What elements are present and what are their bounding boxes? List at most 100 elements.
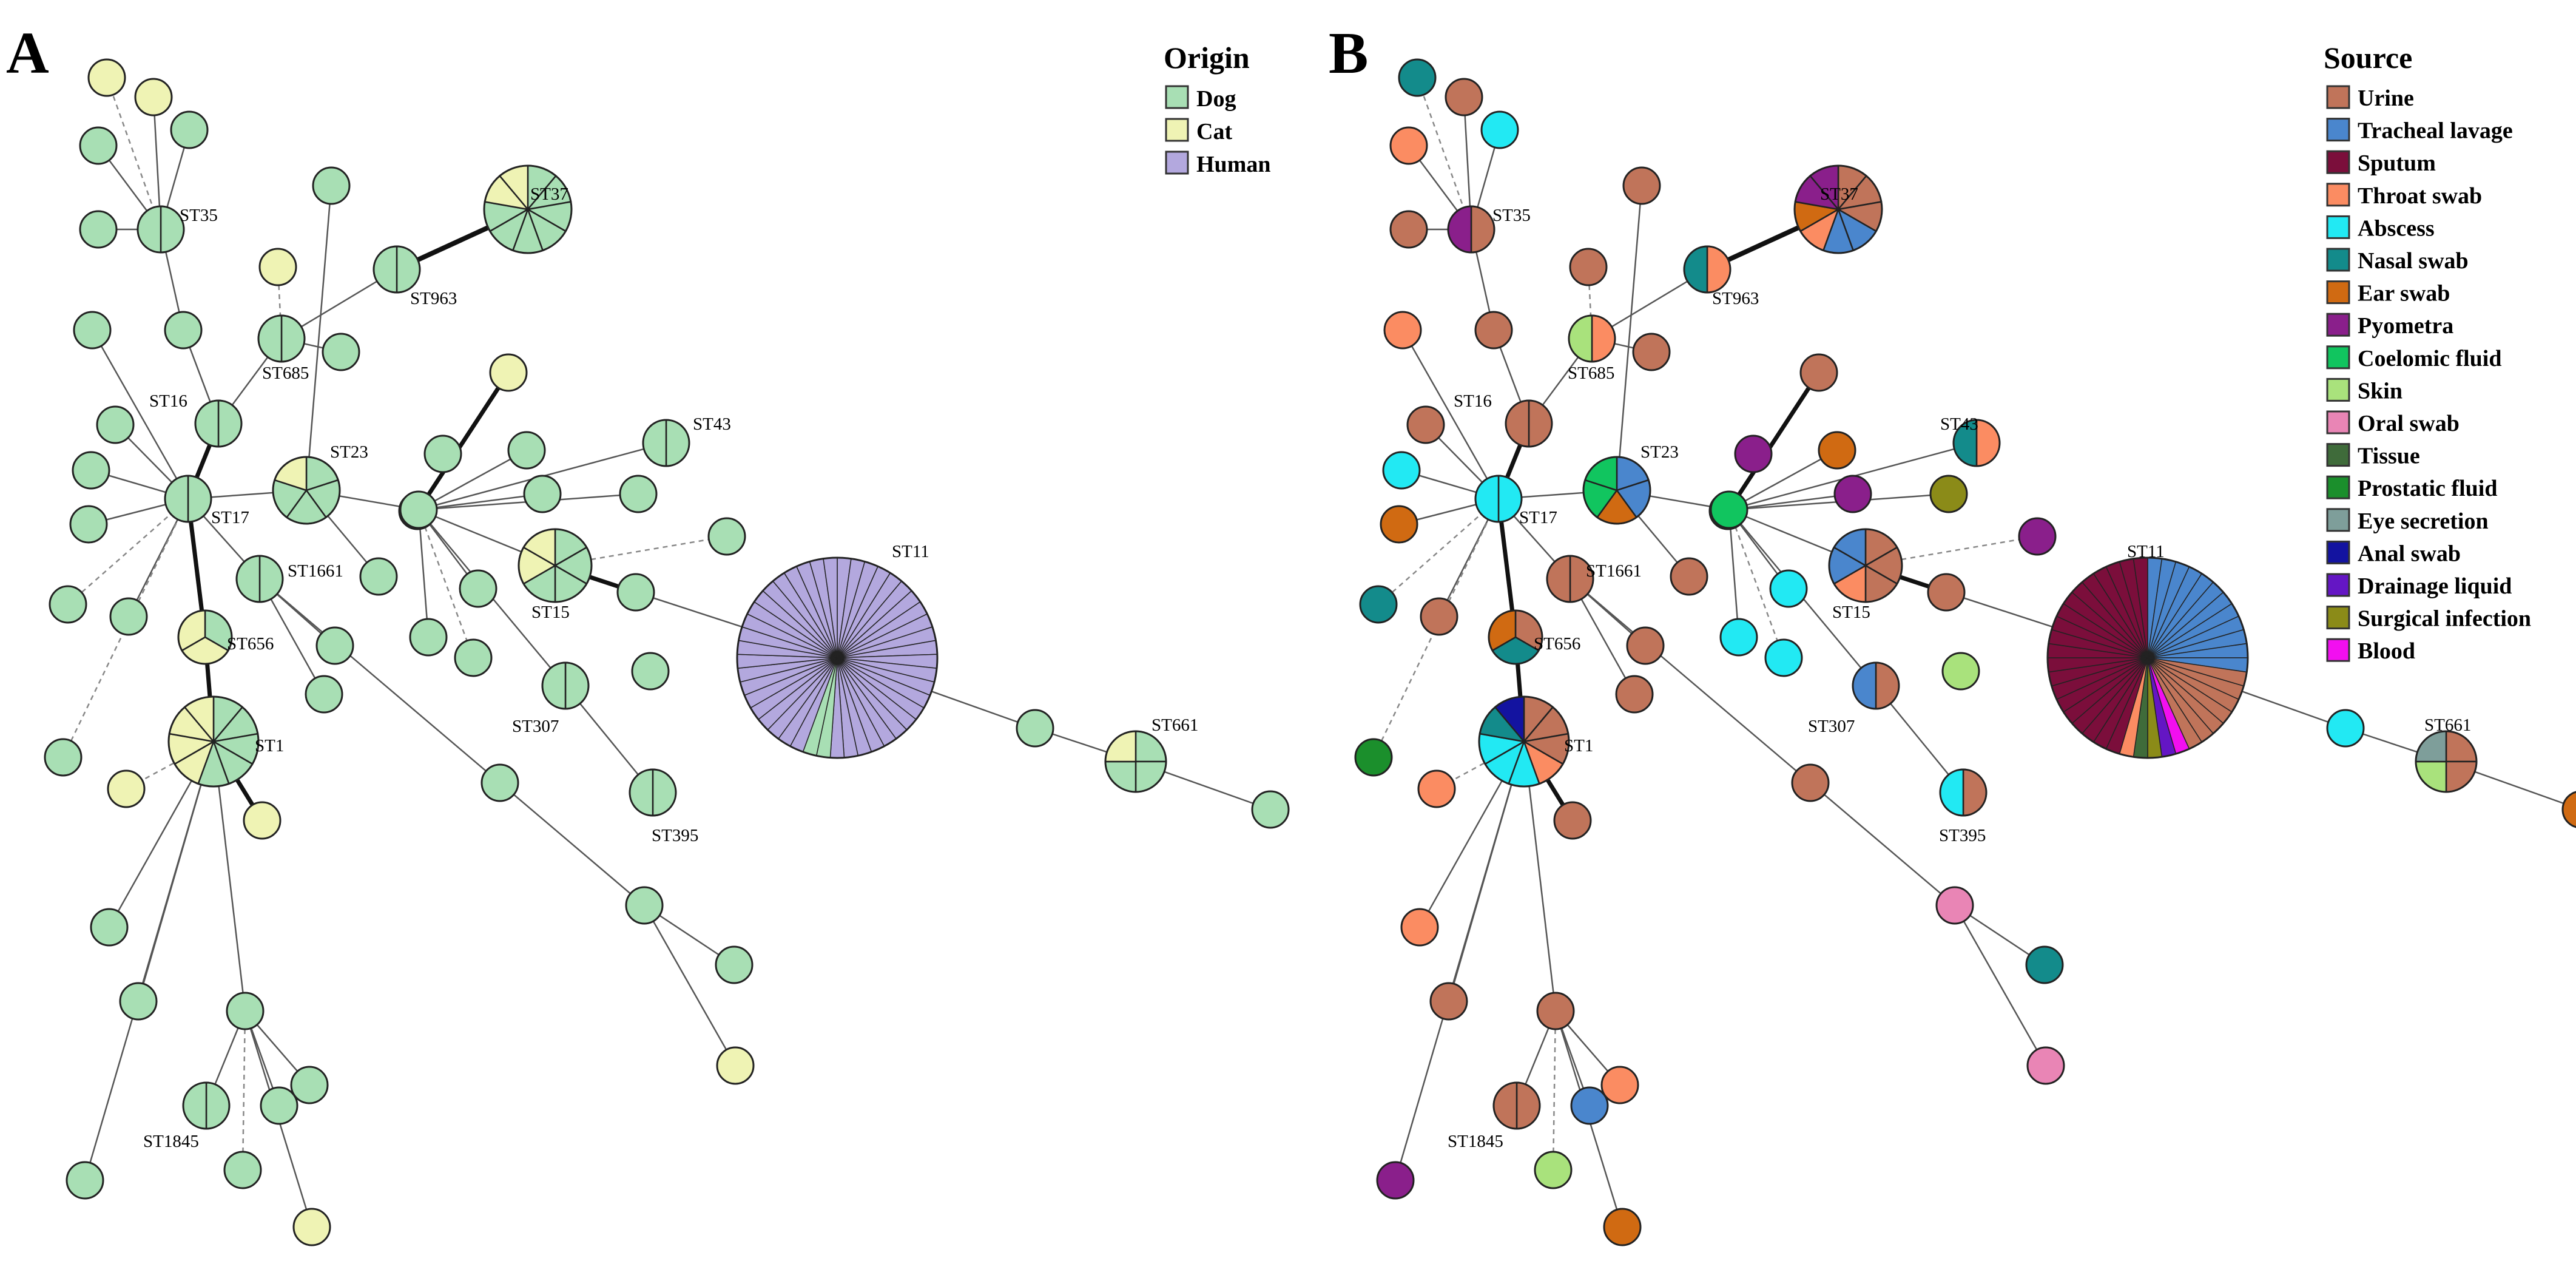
node-a9 [72,451,110,490]
node-slice [616,573,655,612]
node-slice [1941,652,1980,691]
legend-label: Throat swab [2358,183,2482,209]
node-a20 [1600,1066,1639,1104]
legend-label: Human [1196,152,1270,177]
node-slice [194,399,220,448]
node-slice [72,451,110,490]
node-slice [489,353,528,392]
label-st963: ST963 [410,289,457,308]
node-border [272,456,341,525]
label-st15: ST15 [1832,603,1870,622]
node-slice [182,1081,207,1130]
node-a4 [1389,126,1428,165]
node-a2 [1445,78,1483,117]
node-st1845 [1492,1081,1541,1130]
legend-swatch [2326,313,2350,337]
node-slice [1626,626,1665,665]
node-border [1568,314,1616,363]
node-a12 [1420,597,1458,636]
node-slice [1764,638,1803,677]
node-st11 [2046,556,2249,759]
node-slice [1354,738,1393,777]
legend-label: Prostatic fluid [2358,476,2497,501]
node-a10 [69,505,108,544]
node-a34 [1929,475,1968,513]
node-border [483,164,573,254]
node-border [257,314,306,363]
legend-swatch [2326,540,2350,564]
node-a23 [1569,248,1608,286]
node-slice [258,248,297,286]
node-hubA [1710,490,1748,529]
node-slice [454,638,493,677]
mst-edge [418,449,527,511]
label-st43: ST43 [1940,414,1978,434]
legend-swatch [2326,638,2350,662]
node-slice [90,908,129,947]
node-slice [1534,1151,1573,1189]
node-border [1478,695,1570,788]
node-slice [2326,709,2365,748]
node-st37 [1793,164,1883,254]
node-a12 [109,597,148,636]
node-a25 [322,333,360,371]
mst-edge [1954,905,2047,1066]
legend-source-title: Source [2324,41,2412,75]
mst-edge [418,493,543,511]
node-slice [1769,569,1808,608]
node-slice [409,618,448,657]
mst-edge [1728,509,1785,658]
node-a41 [1941,652,1980,691]
node-st1845 [182,1081,231,1130]
node-slice [507,431,546,470]
node-a45 [716,1046,755,1085]
node-slice [312,166,351,205]
node-st307 [1852,661,1900,710]
label-st307: ST307 [512,717,559,736]
legend-label: Tracheal lavage [2358,118,2513,144]
node-a7 [1383,311,1422,350]
node-a43 [1935,886,1974,925]
label-st16: ST16 [1454,391,1492,411]
node-slice [1603,1208,1642,1246]
node-border [1492,1081,1541,1130]
node-slice [1474,311,1513,350]
node-slice [629,768,654,817]
node-slice [1505,399,1530,448]
node-a26 [1670,557,1708,596]
node-slice [1734,434,1773,473]
node-slice [652,768,677,817]
node-a19 [260,1086,298,1125]
node-slice [223,1151,262,1189]
node-slice [1546,555,1571,603]
node-a29 [1553,801,1592,840]
mst-edge [1401,330,1500,499]
node-border [1488,609,1543,665]
node-st1 [167,695,260,788]
mst-edge [1728,449,1838,511]
node-border [1447,205,1495,254]
legend-swatch [2326,248,2350,272]
node-a2 [134,78,173,117]
label-st395: ST395 [652,826,698,845]
node-slice [1962,768,1988,817]
node-slice [315,626,354,665]
node-slice [619,475,658,513]
node-slice [257,314,283,363]
node-slice [359,557,398,596]
node-slice [716,1046,755,1085]
node-st1661 [235,555,284,603]
node-slice [107,769,146,808]
node-a28 [1615,675,1654,714]
node-a17 [66,1161,104,1200]
legend-swatch [2326,183,2350,207]
node-slice [399,490,438,529]
node-st656 [1488,609,1543,665]
label-st17: ST17 [211,508,249,527]
node-border [1939,768,1988,817]
node-slice [1706,245,1731,294]
node-a34 [619,475,658,513]
node-a38 [1769,569,1808,608]
node-st1661 [1546,555,1594,603]
node-slice [44,738,83,777]
